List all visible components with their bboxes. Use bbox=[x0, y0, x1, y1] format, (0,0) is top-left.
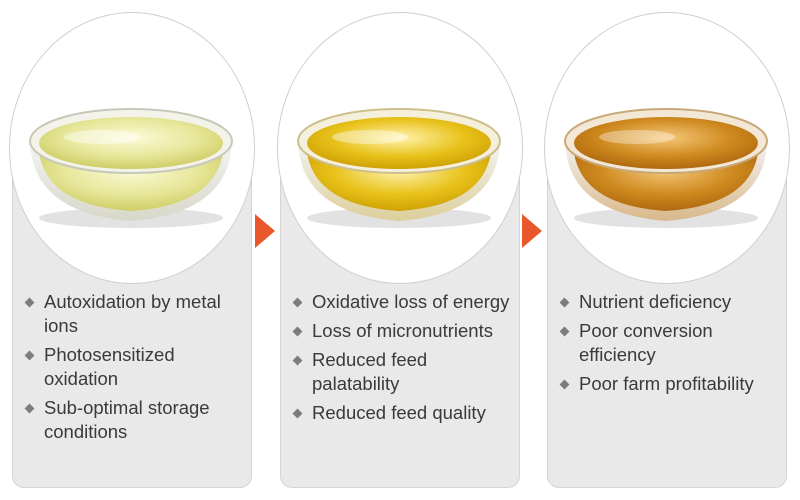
diamond-bullet-icon bbox=[559, 379, 570, 390]
diamond-bullet-icon bbox=[24, 297, 35, 308]
stage-1-image-frame bbox=[9, 12, 255, 284]
list-item: Oxidative loss of energy bbox=[284, 290, 516, 314]
list-item: Autoxidation by metal ions bbox=[16, 290, 248, 338]
diamond-bullet-icon bbox=[559, 297, 570, 308]
diamond-bullet-icon bbox=[292, 355, 303, 366]
list-item: Poor conversion efficiency bbox=[551, 319, 783, 367]
diamond-bullet-icon bbox=[292, 326, 303, 337]
diamond-bullet-icon bbox=[292, 408, 303, 419]
right-arrow-icon bbox=[255, 214, 275, 248]
list-item: Poor farm profitability bbox=[551, 372, 783, 396]
list-item: Reduced feed quality bbox=[284, 401, 516, 425]
diamond-bullet-icon bbox=[559, 326, 570, 337]
stage-1-bullet-list: Autoxidation by metal ions Photosensitiz… bbox=[16, 290, 248, 449]
right-arrow-icon bbox=[522, 214, 542, 248]
diamond-bullet-icon bbox=[24, 403, 35, 414]
list-item: Loss of micronutrients bbox=[284, 319, 516, 343]
list-item: Sub-optimal storage conditions bbox=[16, 396, 248, 444]
stage-3-oil-bowl-image bbox=[564, 108, 768, 228]
list-item: Reduced feed palatability bbox=[284, 348, 516, 396]
list-item: Photosensitized oxidation bbox=[16, 343, 248, 391]
diamond-bullet-icon bbox=[24, 350, 35, 361]
diamond-bullet-icon bbox=[292, 297, 303, 308]
list-item: Nutrient deficiency bbox=[551, 290, 783, 314]
stage-3-bullet-list: Nutrient deficiency Poor conversion effi… bbox=[551, 290, 783, 401]
stage-1-oil-bowl-image bbox=[29, 108, 233, 228]
stage-2-image-frame bbox=[277, 12, 523, 284]
stage-2-bullet-list: Oxidative loss of energy Loss of micronu… bbox=[284, 290, 516, 430]
stage-3-image-frame bbox=[544, 12, 790, 284]
stage-2-oil-bowl-image bbox=[297, 108, 501, 228]
